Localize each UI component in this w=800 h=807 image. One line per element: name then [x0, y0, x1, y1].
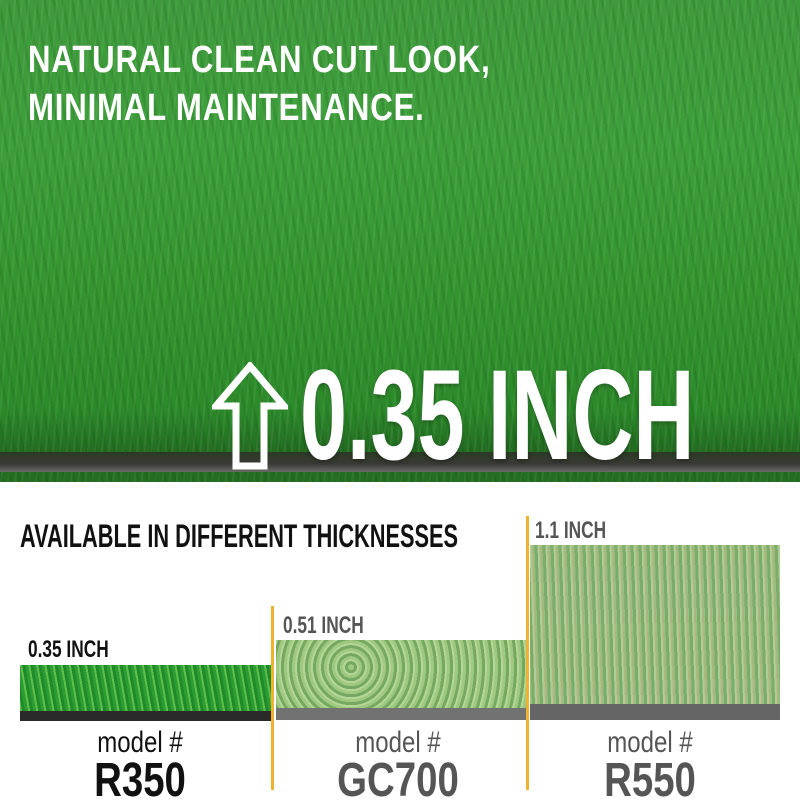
arrow-up-icon [212, 362, 288, 470]
model-r350: model # R350 [60, 726, 220, 807]
turf-sample-r550 [530, 545, 780, 720]
turf-sample-r350 [20, 665, 272, 721]
turf-backing [0, 452, 800, 472]
hero-grass-image [0, 0, 800, 482]
hero-title: NATURAL CLEAN CUT LOOK, MINIMAL MAINTENA… [28, 36, 491, 132]
model-label: model # [97, 726, 183, 759]
model-label: model # [607, 726, 693, 759]
thickness-label: 0.35 INCH [28, 636, 109, 663]
divider-line [271, 606, 274, 790]
section-heading: AVAILABLE IN DIFFERENT THICKNESSES [20, 518, 459, 554]
model-r550: model # R550 [570, 726, 730, 807]
model-number: R550 [604, 754, 696, 807]
model-number: R350 [94, 754, 186, 807]
turf-sample-gc700 [276, 640, 526, 720]
thickness-label: 1.1 INCH [535, 517, 607, 544]
thickness-label: 0.51 INCH [283, 612, 364, 639]
model-label: model # [355, 726, 441, 759]
divider-line [526, 516, 529, 790]
model-number: GC700 [337, 754, 459, 807]
hero-height-label: 0.35 INCH [300, 344, 695, 487]
model-gc700: model # GC700 [318, 726, 478, 807]
hero-title-line1: NATURAL CLEAN CUT LOOK, [28, 39, 491, 81]
hero-title-line2: MINIMAL MAINTENANCE. [28, 87, 425, 129]
